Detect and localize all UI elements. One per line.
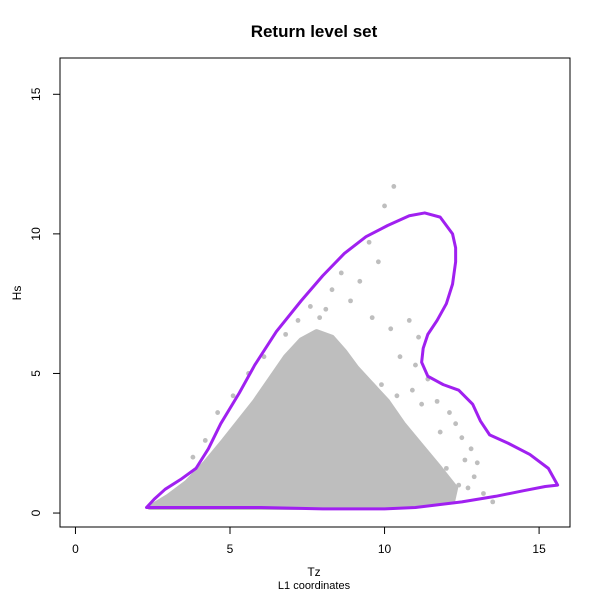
scatter-point [230,393,236,399]
y-tick-label: 5 [29,370,43,377]
scatter-point [409,387,415,393]
return-level-contour-group [145,211,560,511]
y-axis-label: Hs [10,286,24,301]
x-tick-label: 0 [72,542,79,556]
x-tick-label: 15 [532,542,546,556]
scatter-point [391,184,397,189]
scatter-point [357,278,363,284]
scatter-point [437,429,443,435]
scatter-point [474,460,480,466]
scatter-point [481,491,486,496]
y-axis: 0 5 10 15 [29,87,61,516]
return-level-contour [145,211,560,511]
scatter-point [413,362,418,368]
scatter-point [471,474,477,480]
scatter-point [456,482,462,488]
scatter-point [379,382,384,388]
y-tick-label: 15 [29,87,43,101]
scatter-point [397,354,403,360]
scatter-point [416,334,421,340]
y-tick-label: 0 [29,509,43,516]
scatter-point [490,499,496,505]
scatter-points [190,184,496,505]
x-axis-label: Tz [307,565,320,579]
scatter-point [215,410,221,415]
scatter-point [295,318,301,323]
scatter-point [366,239,372,245]
x-tick-label: 5 [227,542,234,556]
x-axis-subtitle: L1 coordinates [278,580,351,592]
scatter-point [388,326,394,332]
scatter-point [382,203,387,209]
scatter-point [443,465,449,471]
scatter-point [453,421,459,427]
scatter-point [447,410,452,415]
scatter-point [375,259,381,265]
x-axis: 0 5 10 15 [72,526,546,556]
scatter-point [329,287,335,293]
scatter-point [307,304,313,309]
scatter-point [459,435,465,441]
scatter-point [323,306,329,312]
scatter-point [450,493,455,499]
x-tick-label: 10 [378,542,392,556]
scatter-cloud [147,329,459,510]
scatter-point [468,446,474,452]
scatter-point [419,401,425,407]
y-tick-label: 10 [29,227,43,241]
scatter-point [190,454,196,460]
scatter-point [369,315,375,321]
scatter-point [348,298,353,304]
scatter-point [465,485,471,491]
scatter-point [406,318,412,323]
scatter-point [261,354,267,360]
scatter-point [202,438,208,443]
scatter-cloud-area [147,329,459,510]
scatter-point [394,393,400,399]
scatter-point [338,270,344,276]
scatter-point [462,457,468,463]
scatter-point [317,315,323,321]
scatter-point [283,331,289,337]
scatter-point [434,398,440,404]
chart-title: Return level set [251,22,378,41]
scatter-point [428,477,434,482]
